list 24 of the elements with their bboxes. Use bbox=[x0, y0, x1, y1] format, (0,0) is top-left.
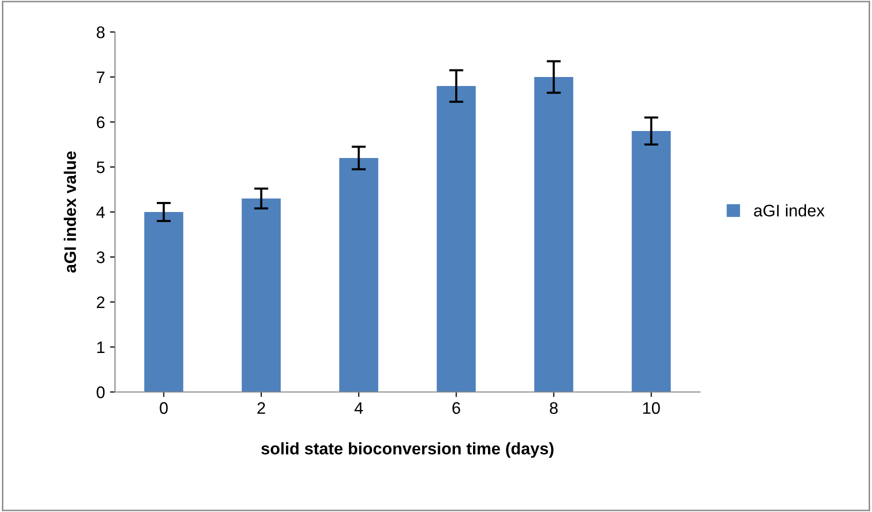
y-axis-title: aGI index value bbox=[64, 151, 76, 273]
x-tick-label: 0 bbox=[160, 402, 168, 414]
bar bbox=[632, 131, 671, 392]
x-tick-label: 8 bbox=[550, 402, 558, 414]
y-tick-label: 0 bbox=[96, 386, 105, 398]
x-tick-label: 10 bbox=[643, 402, 660, 414]
bar bbox=[242, 198, 281, 392]
y-tick-label: 7 bbox=[96, 72, 104, 84]
bar bbox=[534, 77, 574, 392]
y-tick-label: 1 bbox=[97, 342, 104, 354]
x-tick-label: 4 bbox=[354, 402, 363, 414]
y-tick-label: 8 bbox=[96, 26, 105, 38]
x-axis-title: solid state bioconversion time (days) bbox=[261, 442, 554, 458]
y-tick-label: 3 bbox=[96, 251, 105, 264]
x-tick-label: 6 bbox=[452, 402, 460, 414]
y-tick-label: 2 bbox=[96, 296, 104, 308]
x-tick-label: 2 bbox=[257, 402, 266, 414]
bar bbox=[144, 212, 184, 392]
y-tick-label: 5 bbox=[96, 162, 105, 174]
legend-label: aGI index bbox=[754, 204, 825, 217]
y-tick-label: 4 bbox=[96, 206, 105, 218]
bar bbox=[339, 158, 378, 392]
bar bbox=[436, 86, 476, 392]
y-tick-label: 6 bbox=[96, 116, 105, 128]
